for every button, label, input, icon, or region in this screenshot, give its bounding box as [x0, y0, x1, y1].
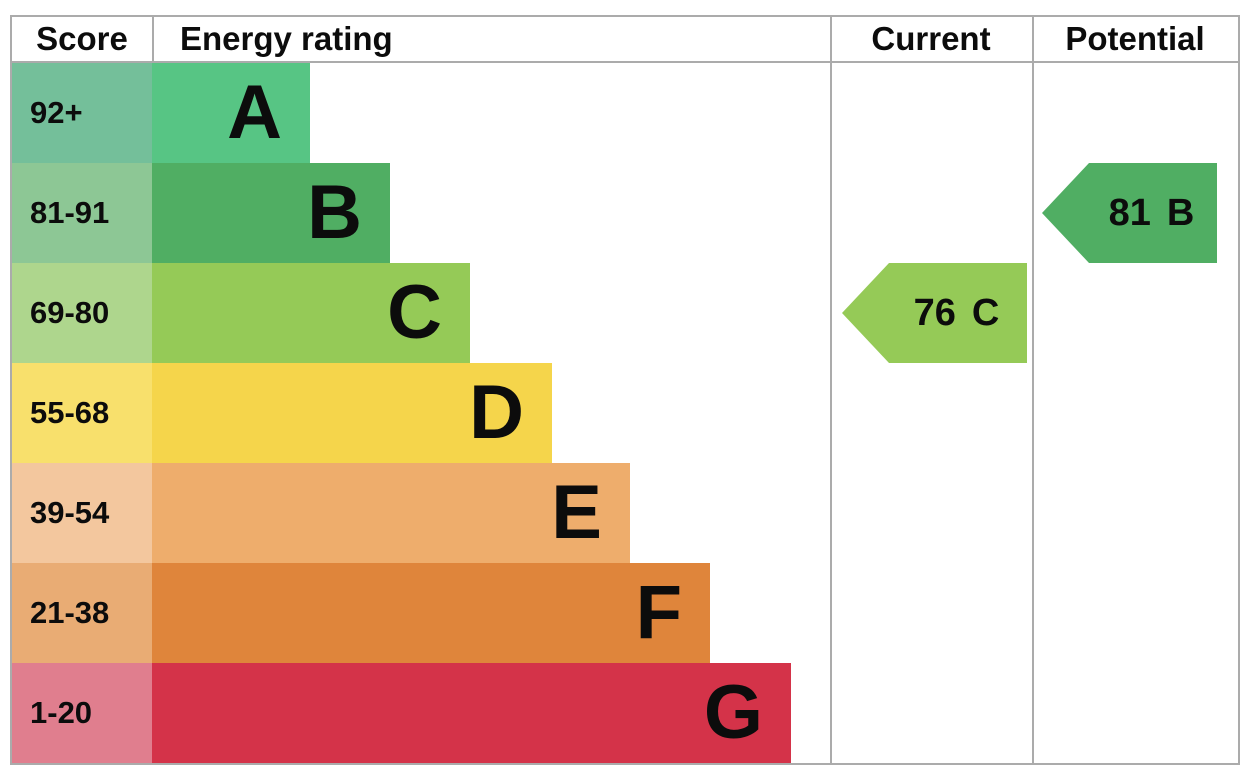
score-rating-divider	[152, 17, 154, 61]
band-row-a: 92+ A	[12, 63, 791, 163]
band-row-e: 39-54 E	[12, 463, 791, 563]
potential-rating-arrow: 81 B	[1042, 163, 1217, 263]
band-bar-c: C	[152, 263, 470, 363]
epc-rating-chart: Score Energy rating Current Potential 92…	[10, 15, 1240, 765]
column-divider-potential	[1032, 17, 1034, 763]
band-score-d: 55-68	[12, 363, 152, 463]
band-score-a: 92+	[12, 63, 152, 163]
band-score-c: 69-80	[12, 263, 152, 363]
band-bar-e: E	[152, 463, 630, 563]
band-bar-f: F	[152, 563, 710, 663]
potential-rating-value: 81	[1108, 191, 1151, 234]
band-score-b: 81-91	[12, 163, 152, 263]
band-bar-b: B	[152, 163, 390, 263]
band-bar-g: G	[152, 663, 791, 763]
band-row-f: 21-38 F	[12, 563, 791, 663]
band-rows: 92+ A 81-91 B 69-80 C 55-68 D 39-54 E 21-38 F 1-20 G	[12, 63, 791, 763]
band-bar-d: D	[152, 363, 552, 463]
band-score-e: 39-54	[12, 463, 152, 563]
current-rating-arrow: 76 C	[842, 263, 1027, 363]
band-row-c: 69-80 C	[12, 263, 791, 363]
score-column-header: Score	[36, 20, 128, 57]
current-rating-value: 76	[913, 291, 956, 334]
band-score-f: 21-38	[12, 563, 152, 663]
potential-rating-band: B	[1166, 191, 1195, 234]
potential-column-header: Potential	[1065, 20, 1205, 57]
current-rating-band: C	[971, 291, 1000, 334]
band-bar-a: A	[152, 63, 310, 163]
band-score-g: 1-20	[12, 663, 152, 763]
energy-rating-column-header: Energy rating	[180, 20, 393, 57]
band-row-b: 81-91 B	[12, 163, 791, 263]
current-column-header: Current	[871, 20, 991, 57]
band-row-d: 55-68 D	[12, 363, 791, 463]
band-row-g: 1-20 G	[12, 663, 791, 763]
chart-header-row: Score Energy rating Current Potential	[12, 17, 1238, 63]
column-divider-current	[830, 17, 832, 763]
